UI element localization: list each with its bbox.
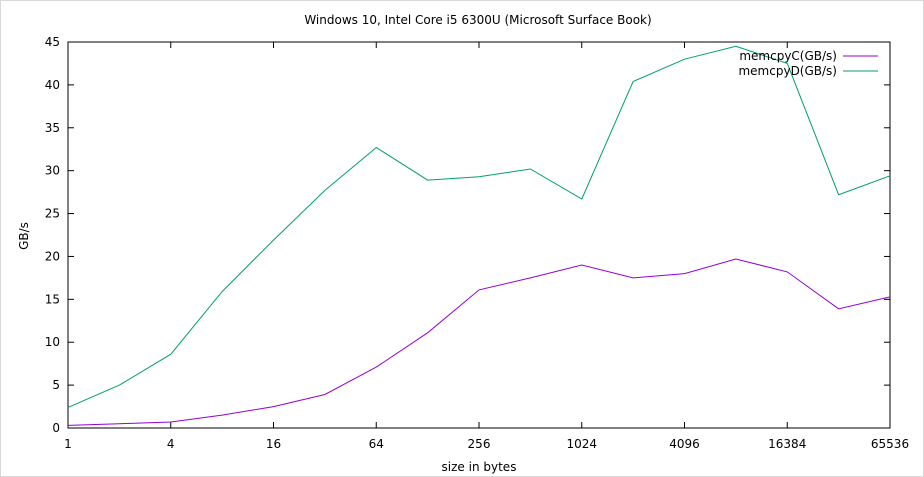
y-tick-label: 20 bbox=[45, 249, 60, 263]
y-tick-label: 25 bbox=[45, 207, 60, 221]
legend: memcpyC(GB/s)memcpyD(GB/s) bbox=[738, 49, 878, 78]
y-tick-label: 15 bbox=[45, 292, 60, 306]
x-tick-label: 1 bbox=[64, 437, 72, 451]
chart-title: Windows 10, Intel Core i5 6300U (Microso… bbox=[304, 13, 651, 27]
series-line bbox=[67, 45, 891, 408]
series-line bbox=[67, 258, 891, 426]
x-tick-label: 4096 bbox=[669, 437, 700, 451]
y-tick-label: 40 bbox=[45, 78, 60, 92]
x-tick-label: 16 bbox=[266, 437, 281, 451]
x-tick-label: 4 bbox=[167, 437, 175, 451]
x-axis-title: size in bytes bbox=[442, 460, 517, 474]
x-tick-label: 1024 bbox=[566, 437, 597, 451]
x-tick-label: 64 bbox=[369, 437, 384, 451]
legend-label: memcpyC(GB/s) bbox=[739, 49, 837, 63]
y-axis-title: GB/s bbox=[17, 222, 31, 250]
y-tick-label: 0 bbox=[52, 421, 60, 435]
series-0 bbox=[67, 258, 891, 426]
x-tick-label: 256 bbox=[468, 437, 491, 451]
axes: 0 5 10 15 20 25 30 35 40 45 1 4 16 64 256 1024 4096 16384… bbox=[45, 35, 909, 451]
y-tick-label: 5 bbox=[52, 378, 60, 392]
series-1 bbox=[67, 45, 891, 408]
x-tick-label: 16384 bbox=[768, 437, 806, 451]
plot-frame bbox=[67, 41, 891, 429]
y-tick-label: 10 bbox=[45, 335, 60, 349]
legend-label: memcpyD(GB/s) bbox=[738, 64, 837, 78]
x-tick-label: 65536 bbox=[871, 437, 909, 451]
series-lines bbox=[67, 45, 891, 426]
y-tick-label: 35 bbox=[45, 121, 60, 135]
y-tick-label: 45 bbox=[45, 35, 60, 49]
y-tick-label: 30 bbox=[45, 164, 60, 178]
